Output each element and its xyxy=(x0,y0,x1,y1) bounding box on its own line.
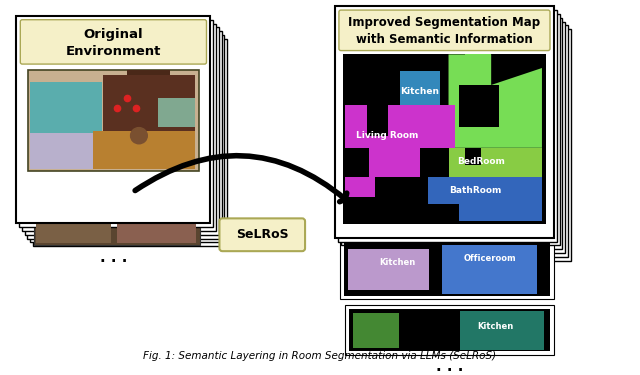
FancyBboxPatch shape xyxy=(367,105,388,136)
FancyBboxPatch shape xyxy=(22,24,216,231)
FancyBboxPatch shape xyxy=(340,14,559,245)
Polygon shape xyxy=(449,54,542,148)
FancyBboxPatch shape xyxy=(28,70,198,171)
FancyBboxPatch shape xyxy=(157,98,195,127)
FancyBboxPatch shape xyxy=(349,309,550,351)
Text: Living Room: Living Room xyxy=(356,131,419,140)
FancyBboxPatch shape xyxy=(345,305,554,356)
FancyBboxPatch shape xyxy=(442,245,537,294)
FancyBboxPatch shape xyxy=(338,10,557,242)
FancyBboxPatch shape xyxy=(400,71,440,109)
FancyBboxPatch shape xyxy=(35,183,200,245)
FancyBboxPatch shape xyxy=(17,16,211,223)
FancyBboxPatch shape xyxy=(103,75,195,130)
FancyBboxPatch shape xyxy=(36,184,111,243)
FancyBboxPatch shape xyxy=(25,27,219,235)
FancyBboxPatch shape xyxy=(127,70,170,98)
Text: Kitchen: Kitchen xyxy=(401,87,440,96)
FancyBboxPatch shape xyxy=(340,240,554,299)
Text: Fig. 1: Semantic Layering in Room Segmentation via LLMs (SeLRoS): Fig. 1: Semantic Layering in Room Segmen… xyxy=(143,351,497,361)
Text: . . .: . . . xyxy=(436,359,463,374)
Text: BedRoom: BedRoom xyxy=(457,157,505,166)
Text: SeLRoS: SeLRoS xyxy=(236,228,289,241)
FancyBboxPatch shape xyxy=(428,204,459,221)
FancyBboxPatch shape xyxy=(343,54,546,224)
FancyBboxPatch shape xyxy=(449,148,542,182)
FancyBboxPatch shape xyxy=(20,20,207,64)
FancyBboxPatch shape xyxy=(459,85,499,128)
Text: BathRoom: BathRoom xyxy=(449,186,501,195)
FancyBboxPatch shape xyxy=(30,82,102,133)
FancyBboxPatch shape xyxy=(428,177,542,221)
FancyBboxPatch shape xyxy=(465,54,491,85)
FancyBboxPatch shape xyxy=(345,177,375,197)
FancyBboxPatch shape xyxy=(349,26,568,257)
Text: Kitchen: Kitchen xyxy=(380,258,415,267)
FancyBboxPatch shape xyxy=(117,184,196,243)
FancyBboxPatch shape xyxy=(343,18,563,249)
Text: . . .: . . . xyxy=(100,251,127,266)
FancyBboxPatch shape xyxy=(339,10,550,51)
Text: Improved Segmentation Map
with Semantic Information: Improved Segmentation Map with Semantic … xyxy=(348,16,541,46)
FancyBboxPatch shape xyxy=(346,22,565,253)
FancyBboxPatch shape xyxy=(345,148,369,177)
FancyBboxPatch shape xyxy=(28,31,221,239)
FancyBboxPatch shape xyxy=(348,249,429,290)
FancyBboxPatch shape xyxy=(220,218,305,251)
FancyBboxPatch shape xyxy=(465,148,481,165)
FancyBboxPatch shape xyxy=(460,311,543,350)
FancyBboxPatch shape xyxy=(335,6,554,238)
FancyBboxPatch shape xyxy=(93,130,195,169)
FancyBboxPatch shape xyxy=(344,243,550,296)
Text: Kitchen: Kitchen xyxy=(477,322,513,331)
FancyBboxPatch shape xyxy=(30,133,95,169)
FancyBboxPatch shape xyxy=(19,20,213,227)
Polygon shape xyxy=(345,105,454,177)
Text: Original
Environment: Original Environment xyxy=(66,28,161,58)
FancyBboxPatch shape xyxy=(33,39,227,246)
FancyBboxPatch shape xyxy=(351,29,571,261)
FancyBboxPatch shape xyxy=(353,313,399,348)
FancyBboxPatch shape xyxy=(30,35,225,243)
Circle shape xyxy=(131,128,147,144)
Text: Officeroom: Officeroom xyxy=(463,254,516,263)
